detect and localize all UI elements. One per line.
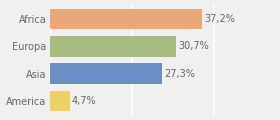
Text: 30,7%: 30,7% bbox=[178, 41, 209, 51]
Bar bbox=[50, 9, 202, 29]
Text: 4,7%: 4,7% bbox=[72, 96, 97, 106]
Text: 37,2%: 37,2% bbox=[205, 14, 236, 24]
Text: 27,3%: 27,3% bbox=[164, 69, 195, 79]
Bar bbox=[50, 36, 176, 57]
Bar bbox=[50, 63, 162, 84]
Bar bbox=[50, 91, 70, 111]
